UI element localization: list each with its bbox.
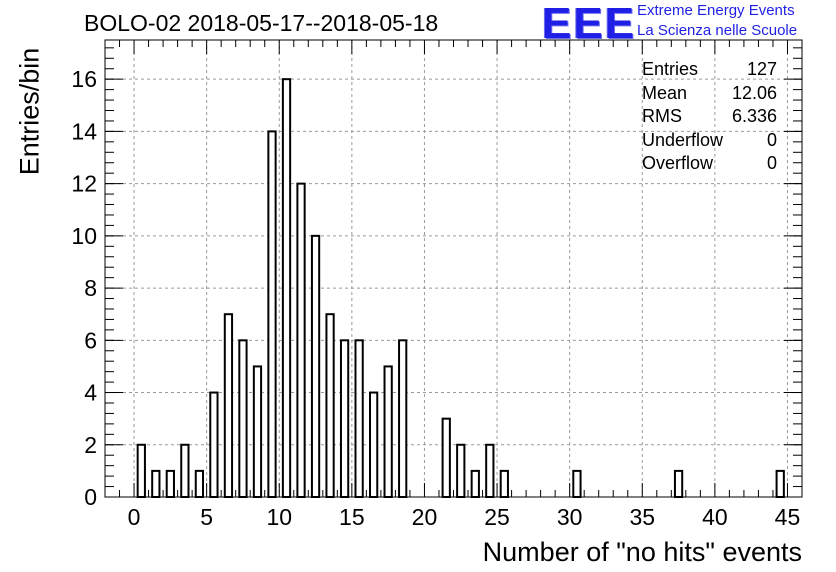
histogram-bar (296, 182, 306, 498)
histogram-bar (180, 443, 190, 498)
logo-line-1: Extreme Energy Events (637, 2, 795, 19)
x-tick-label: 45 (775, 504, 801, 530)
histogram-bar (325, 313, 335, 499)
x-tick-label: 40 (702, 504, 728, 530)
y-tick-label: 12 (71, 171, 97, 197)
histogram-bar (775, 469, 785, 498)
x-tick-label: 5 (200, 504, 213, 530)
stats-row-overflow: Overflow 0 (642, 152, 777, 176)
y-tick-label: 2 (84, 432, 97, 458)
stats-label: Overflow (642, 153, 714, 173)
histogram-bar (673, 469, 684, 498)
histogram-bar (223, 313, 234, 499)
histogram-bar (238, 339, 248, 499)
histogram-bar (339, 339, 350, 499)
stats-value: 127 (746, 59, 777, 79)
y-tick-label: 10 (71, 223, 97, 249)
histogram-bar (485, 443, 495, 498)
y-axis-label: Entries/bin (14, 47, 45, 176)
stats-label: Mean (642, 82, 688, 103)
x-tick-label: 30 (557, 504, 583, 530)
y-tick-label: 14 (71, 118, 97, 144)
histogram-bar (136, 443, 146, 498)
histogram-bar (194, 469, 205, 498)
tick-labels: 0 5 10 15 20 25 30 35 40 45 0 2 4 6 8 10 12 14 16 (71, 66, 800, 530)
histogram-bar (267, 130, 277, 498)
x-tick-label: 0 (128, 504, 141, 530)
stats-label: RMS (642, 106, 682, 126)
x-axis-label: Number of "no hits" events (482, 537, 802, 567)
y-tick-label: 0 (84, 484, 97, 510)
x-tick-label: 10 (266, 504, 292, 530)
histogram-bar (369, 391, 379, 498)
histogram-bars (136, 78, 785, 499)
stats-value: 0 (766, 129, 777, 150)
stats-row-rms: RMS 6.336 (642, 105, 777, 129)
stats-value: 12.06 (731, 82, 777, 103)
x-tick-label: 20 (412, 504, 438, 530)
x-tick-label: 15 (339, 504, 365, 530)
histogram-bar (165, 469, 175, 498)
histogram-bar (470, 469, 480, 498)
histogram-bar (572, 469, 582, 498)
y-tick-label: 16 (71, 66, 97, 92)
stats-label: Entries (642, 59, 699, 79)
chart-title: BOLO-02 2018-05-17--2018-05-18 (84, 10, 439, 36)
y-tick-label: 4 (84, 380, 97, 406)
stats-row-mean: Mean 12.06 (642, 82, 777, 106)
logo-line-2: La Scienza nelle Scuole (637, 22, 798, 39)
stats-row-underflow: Underflow 0 (642, 129, 777, 153)
stats-box: Entries 127 Mean 12.06 RMS 6.336 Underfl… (642, 58, 777, 176)
x-tick-label: 25 (484, 504, 510, 530)
y-tick-label: 6 (84, 327, 97, 353)
eee-logo: EEE (542, 0, 637, 48)
histogram-bar (252, 365, 263, 498)
histogram-bar (310, 234, 321, 498)
histogram-bar (151, 469, 161, 498)
histogram-bar (456, 443, 466, 498)
histogram-bar (281, 78, 292, 499)
stats-label: Underflow (642, 129, 724, 150)
histogram-bar (499, 469, 509, 498)
histogram-bar (398, 339, 408, 499)
histogram-bar (354, 339, 364, 499)
histogram-bar (441, 417, 451, 498)
stats-value: 0 (766, 153, 777, 173)
stats-value: 6.336 (731, 106, 777, 126)
y-tick-label: 8 (84, 275, 97, 301)
axis-ticks (104, 40, 803, 498)
histogram-bar (209, 391, 219, 498)
histogram-bar (383, 365, 393, 498)
stats-row-entries: Entries 127 (642, 58, 777, 82)
grid-lines (105, 40, 802, 497)
x-tick-label: 35 (629, 504, 655, 530)
